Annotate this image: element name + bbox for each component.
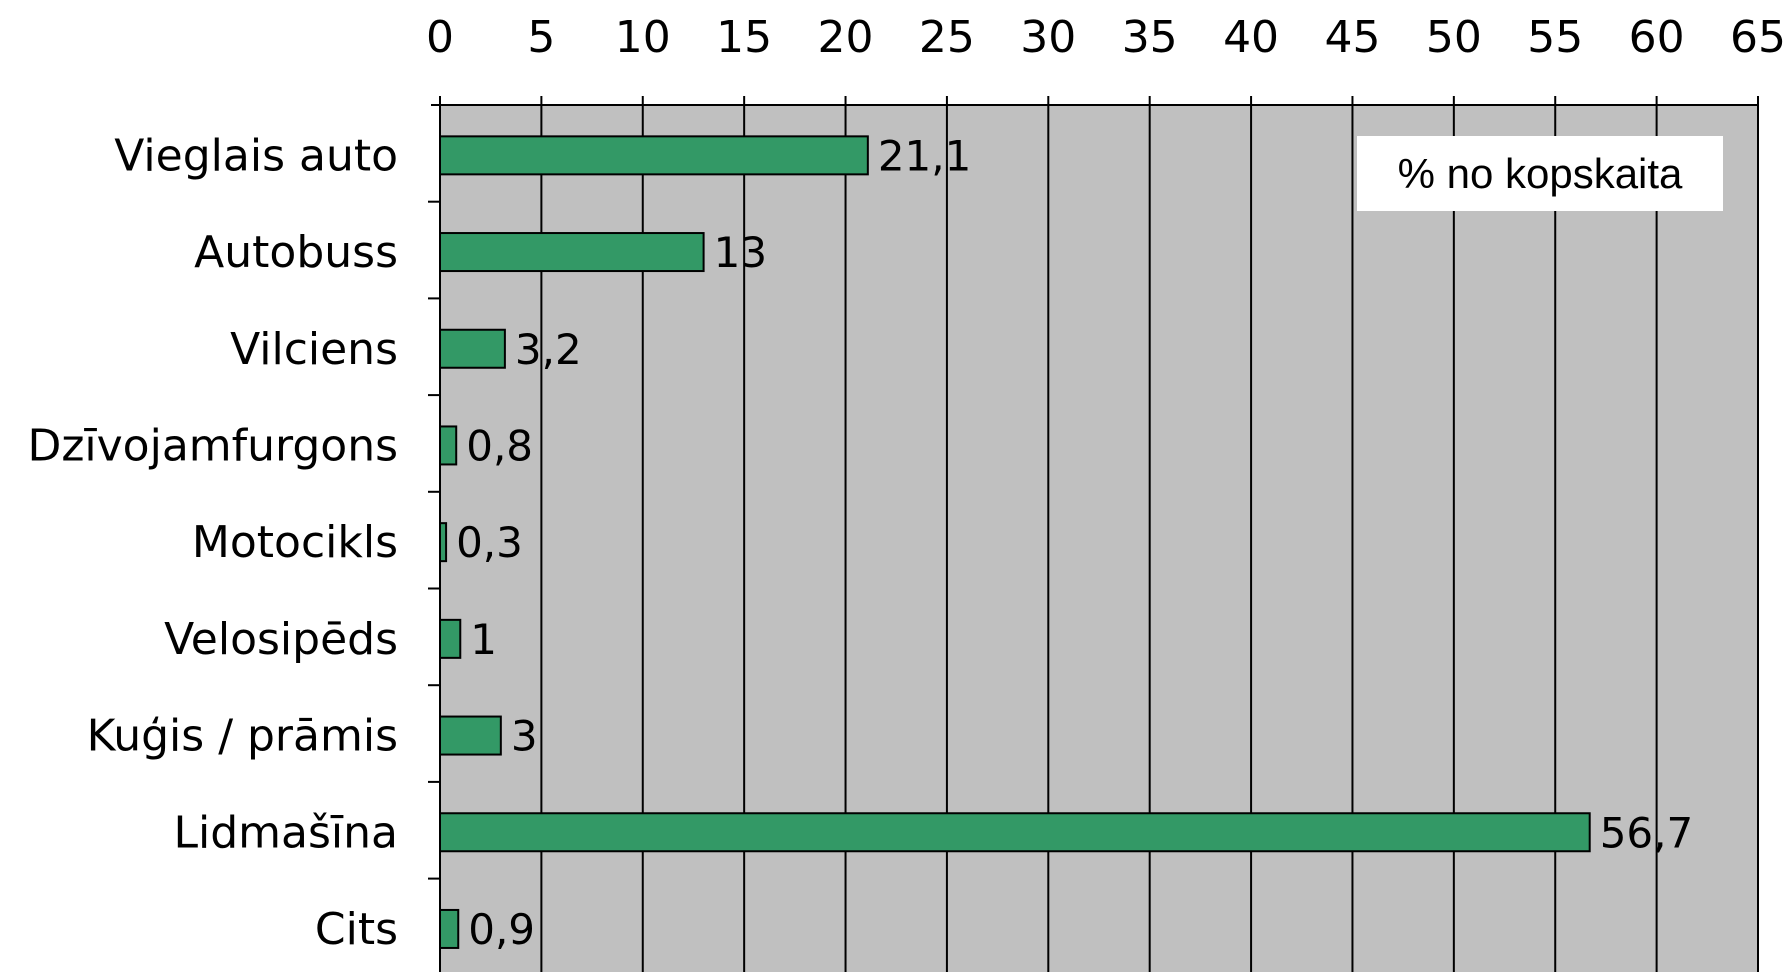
category-label: Autobuss: [194, 227, 398, 278]
x-tick-label: 55: [1527, 12, 1583, 63]
x-tick-label: 65: [1730, 12, 1786, 63]
bar: [439, 522, 448, 563]
x-tick-label: 40: [1223, 12, 1279, 63]
data-label: 0,9: [468, 905, 535, 954]
x-tick-label: 30: [1020, 12, 1076, 63]
category-label: Kuģis / prāmis: [87, 711, 398, 762]
category-label: Lidmašīna: [174, 807, 399, 858]
category-label: Velosipēds: [164, 614, 398, 665]
bar: [439, 812, 1591, 853]
data-label: 13: [714, 228, 767, 277]
data-label: 0,8: [466, 421, 533, 470]
bar: [439, 328, 506, 369]
x-tick-label: 60: [1629, 12, 1685, 63]
data-label: 0,3: [456, 518, 523, 567]
data-label: 21,1: [878, 131, 972, 180]
data-label: 56,7: [1600, 808, 1694, 857]
data-label: 3,2: [515, 325, 582, 374]
category-label: Cits: [315, 904, 398, 955]
annotation-text: % no kopskaita: [1398, 150, 1683, 197]
category-label: Vilciens: [230, 324, 398, 375]
bar: [439, 618, 462, 659]
bar: [439, 135, 869, 176]
category-label: Dzīvojamfurgons: [27, 420, 398, 471]
bar: [439, 232, 705, 273]
bar: [439, 425, 458, 466]
data-label: 1: [470, 615, 497, 664]
bar: [439, 715, 502, 756]
data-labels: 21,1 13 3,2 0,8 0,3 13 56,7 0,9: [456, 131, 1693, 954]
x-tick-label: 45: [1324, 12, 1380, 63]
x-tick-label: 20: [818, 12, 874, 63]
x-tick-labels: 0 5 10 15 20 25 30 35 40 45 50 55 60 65: [426, 12, 1786, 63]
annotation-background: [1357, 136, 1723, 211]
category-labels: Vieglais auto Autobuss Vilciens Dzīvojamfur…: [27, 130, 398, 955]
annotation-box: % no kopskaita: [1357, 136, 1723, 211]
x-tick-label: 10: [615, 12, 671, 63]
bar: [439, 908, 460, 949]
x-tick-label: 35: [1122, 12, 1178, 63]
x-tick-label: 0: [426, 12, 454, 63]
data-label: 3: [511, 712, 538, 761]
x-tick-label: 50: [1426, 12, 1482, 63]
category-label: Motocikls: [192, 517, 398, 568]
x-tick-label: 25: [919, 12, 975, 63]
category-label: Vieglais auto: [114, 130, 398, 181]
bars: [439, 135, 1591, 949]
x-tick-label: 15: [716, 12, 772, 63]
x-tick-label: 5: [527, 12, 555, 63]
